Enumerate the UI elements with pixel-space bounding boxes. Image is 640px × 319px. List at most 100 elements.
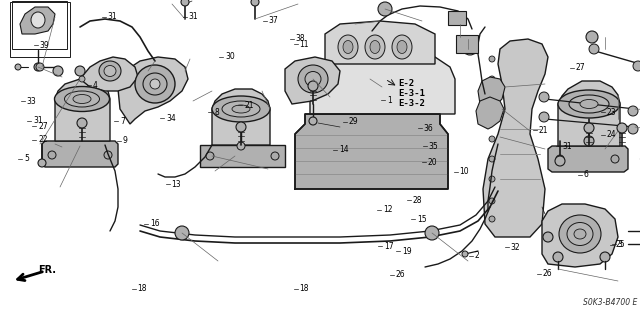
Circle shape (308, 81, 318, 91)
Text: S0K3-B4700 E: S0K3-B4700 E (583, 298, 637, 307)
Bar (12, 1, 67, 49)
Ellipse shape (343, 41, 353, 54)
Text: 9: 9 (123, 137, 128, 145)
Text: 18: 18 (138, 284, 147, 293)
Circle shape (633, 61, 640, 71)
Circle shape (53, 66, 63, 76)
Ellipse shape (338, 35, 358, 59)
Text: 1: 1 (387, 96, 392, 105)
Ellipse shape (54, 86, 109, 112)
Text: 37: 37 (269, 16, 278, 25)
Circle shape (628, 124, 638, 134)
Circle shape (236, 122, 246, 132)
Polygon shape (558, 81, 620, 146)
Text: 17: 17 (384, 242, 394, 251)
Circle shape (584, 136, 594, 146)
Ellipse shape (559, 215, 601, 253)
Text: 21: 21 (244, 101, 254, 110)
Circle shape (489, 176, 495, 182)
Circle shape (584, 123, 594, 133)
Circle shape (75, 66, 85, 76)
Bar (10, 2, 70, 57)
Circle shape (309, 117, 317, 125)
Text: 31: 31 (33, 116, 43, 125)
Circle shape (38, 159, 46, 167)
Text: 2: 2 (475, 251, 479, 260)
Circle shape (555, 156, 565, 166)
Text: 28: 28 (413, 196, 422, 205)
Ellipse shape (567, 222, 593, 246)
Ellipse shape (365, 35, 385, 59)
Polygon shape (295, 114, 448, 189)
Circle shape (489, 136, 495, 142)
Polygon shape (325, 21, 435, 64)
Circle shape (36, 63, 44, 71)
Ellipse shape (212, 96, 270, 122)
Ellipse shape (580, 100, 598, 108)
Circle shape (251, 0, 259, 6)
Text: 33: 33 (27, 97, 36, 106)
Ellipse shape (143, 73, 167, 95)
Text: 8: 8 (214, 108, 219, 117)
Text: 5: 5 (24, 154, 29, 163)
Ellipse shape (31, 12, 45, 28)
Polygon shape (20, 7, 55, 34)
Circle shape (79, 76, 85, 82)
Ellipse shape (222, 101, 260, 117)
Circle shape (489, 198, 495, 204)
Ellipse shape (99, 61, 121, 81)
Text: E-2: E-2 (398, 79, 414, 88)
Ellipse shape (65, 91, 99, 107)
Text: 26: 26 (543, 269, 552, 278)
Text: 22: 22 (38, 135, 48, 144)
Circle shape (539, 92, 549, 102)
Text: E-3-2: E-3-2 (398, 100, 425, 108)
Circle shape (489, 96, 495, 102)
Circle shape (15, 64, 21, 70)
Ellipse shape (558, 90, 620, 118)
Text: 31: 31 (108, 12, 117, 21)
Polygon shape (80, 57, 138, 91)
Polygon shape (55, 79, 110, 141)
Bar (462, 43, 478, 51)
Circle shape (586, 31, 598, 43)
Polygon shape (42, 141, 118, 167)
Text: 23: 23 (607, 108, 616, 117)
Polygon shape (542, 204, 618, 267)
Circle shape (489, 76, 495, 82)
Circle shape (462, 251, 468, 257)
Text: 36: 36 (424, 124, 433, 133)
Circle shape (206, 152, 214, 160)
Text: 27: 27 (576, 63, 586, 72)
Polygon shape (548, 146, 628, 172)
Text: 35: 35 (429, 142, 438, 151)
Circle shape (48, 151, 56, 159)
Circle shape (628, 106, 638, 116)
Text: 29: 29 (349, 117, 358, 126)
Circle shape (489, 216, 495, 222)
Ellipse shape (73, 94, 91, 103)
Text: 31: 31 (189, 12, 198, 21)
Ellipse shape (370, 41, 380, 54)
Ellipse shape (397, 41, 407, 54)
Text: 6: 6 (584, 170, 589, 179)
Ellipse shape (135, 65, 175, 103)
Ellipse shape (298, 65, 328, 93)
Text: 27: 27 (38, 122, 48, 130)
Circle shape (556, 155, 564, 163)
Text: 10: 10 (460, 167, 469, 176)
Text: E-3-1: E-3-1 (398, 90, 425, 99)
Text: 26: 26 (396, 271, 405, 279)
Circle shape (77, 118, 87, 128)
Circle shape (589, 44, 599, 54)
Text: 18: 18 (300, 284, 309, 293)
Text: 7: 7 (120, 117, 125, 126)
Bar (200, 145, 285, 167)
Text: 12: 12 (383, 205, 392, 214)
Text: 4: 4 (93, 81, 98, 90)
Circle shape (617, 123, 627, 133)
Text: 30: 30 (225, 52, 235, 61)
Polygon shape (285, 57, 340, 104)
Text: 15: 15 (417, 215, 427, 224)
Circle shape (425, 226, 439, 240)
